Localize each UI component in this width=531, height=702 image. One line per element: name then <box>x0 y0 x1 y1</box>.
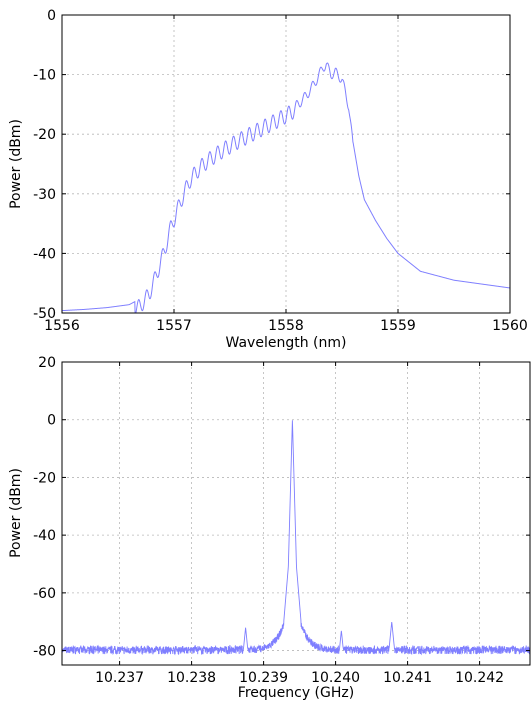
y-tick-label: -20 <box>33 470 56 486</box>
y-tick-label: -40 <box>33 528 56 544</box>
series-line <box>61 62 511 314</box>
y-tick-label: -20 <box>33 127 56 143</box>
chart2-xlabel: Frequency (GHz) <box>238 685 354 701</box>
x-tick-label: 1558 <box>268 318 304 334</box>
y-tick-label: -30 <box>33 187 56 203</box>
wavelength-spectrum-chart: 1556 1557 1558 1559 1560 -50 -40 -30 -20 -10 0 Wav… <box>8 8 528 351</box>
chart1-ticks: 1556 1557 1558 1559 1560 -50 -40 -30 -20 -10 0 <box>33 8 528 334</box>
x-tick-label: 1557 <box>156 318 192 334</box>
x-tick-label: 1559 <box>380 318 416 334</box>
chart2-frame <box>61 361 531 666</box>
chart2-ticks: 10.237 10.238 10.239 10.240 10.241 10.242 -80 -… <box>33 355 530 686</box>
x-tick-label: 10.238 <box>167 670 216 686</box>
y-tick-label: 0 <box>47 413 56 429</box>
chart1-frame <box>61 14 511 314</box>
y-tick-label: 0 <box>47 8 56 24</box>
chart1-series <box>61 62 511 314</box>
y-tick-label: -80 <box>33 644 56 660</box>
y-tick-label: -50 <box>33 306 56 322</box>
y-tick-label: -40 <box>33 246 56 262</box>
x-tick-label: 10.242 <box>455 670 504 686</box>
chart2-ylabel: Power (dBm) <box>8 468 24 558</box>
chart2-series <box>61 420 531 656</box>
series-line <box>61 420 531 656</box>
chart1-xlabel: Wavelength (nm) <box>226 335 347 351</box>
y-tick-label: 20 <box>38 355 56 371</box>
chart1-grid <box>61 14 511 314</box>
chart1-ylabel: Power (dBm) <box>8 119 24 209</box>
chart2-grid <box>62 361 530 665</box>
y-tick-label: -10 <box>33 68 56 84</box>
y-tick-label: -60 <box>33 586 56 602</box>
x-tick-label: 10.240 <box>311 670 360 686</box>
x-tick-label: 10.239 <box>239 670 288 686</box>
frequency-spectrum-chart: 10.237 10.238 10.239 10.240 10.241 10.242 -80 -… <box>8 355 531 701</box>
x-tick-label: 10.237 <box>95 670 144 686</box>
x-tick-label: 1556 <box>44 318 80 334</box>
x-tick-label: 1560 <box>492 318 528 334</box>
x-tick-label: 10.241 <box>383 670 432 686</box>
